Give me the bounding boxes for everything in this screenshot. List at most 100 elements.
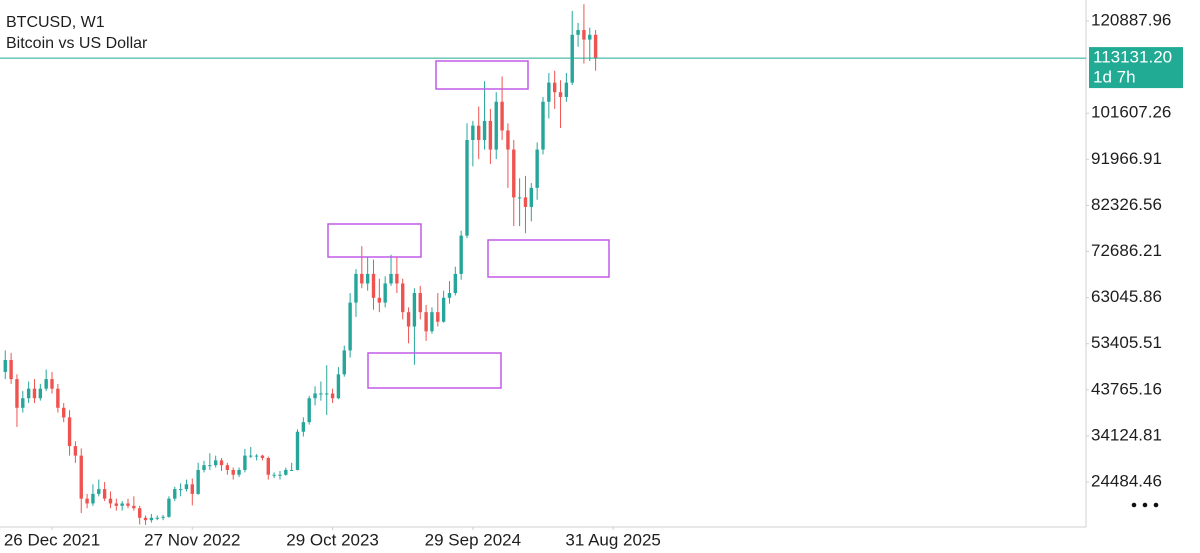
candle-body	[190, 484, 195, 494]
candle-body	[313, 393, 317, 399]
candle-body	[137, 508, 142, 518]
plot-area	[3, 4, 598, 525]
y-tick-label: 72686.21	[1091, 241, 1162, 260]
candle-body	[354, 273, 358, 303]
candle-body	[161, 516, 165, 518]
candle-body	[453, 273, 458, 294]
candle-body	[243, 455, 247, 470]
candle-body	[523, 197, 528, 207]
candle-body	[389, 273, 393, 284]
menu-dot	[1131, 502, 1137, 508]
annotation-boxes	[327, 60, 610, 389]
candle-body	[541, 101, 545, 150]
candle-body	[254, 455, 259, 457]
candle-body	[231, 469, 235, 475]
candle-body	[430, 312, 434, 332]
candle-body	[50, 379, 54, 389]
candle-body	[278, 474, 282, 476]
candle-body	[202, 465, 206, 470]
x-tick-label: 29 Oct 2023	[286, 530, 379, 549]
candle-body	[32, 388, 37, 399]
candle-body	[225, 465, 230, 470]
candle-body	[301, 422, 306, 432]
y-tick-label: 34124.81	[1091, 425, 1162, 444]
candle-body	[529, 187, 534, 207]
candle-body	[488, 120, 493, 150]
candle-body	[97, 489, 101, 494]
candle-body	[377, 297, 382, 303]
candle-body	[120, 503, 124, 506]
menu-dot	[1153, 502, 1159, 508]
candle-body	[576, 30, 580, 35]
y-tick-label: 43765.16	[1091, 379, 1162, 398]
candle-body	[558, 92, 563, 97]
candle-body	[15, 379, 19, 408]
candle-body	[418, 293, 422, 313]
candle-body	[383, 283, 387, 303]
candle-body	[289, 469, 294, 471]
candle-body	[588, 34, 592, 40]
candle-body	[552, 82, 557, 93]
candle-body	[365, 273, 370, 284]
candle-body	[494, 101, 498, 150]
candle-body	[593, 34, 598, 59]
candle-body	[213, 460, 218, 466]
candle-body	[295, 431, 300, 470]
candle-body	[570, 34, 574, 83]
candle-body	[108, 498, 113, 504]
candle-body	[85, 498, 89, 504]
candle-body	[336, 374, 341, 399]
candle-body	[342, 350, 346, 375]
candle-body	[38, 388, 43, 399]
candle-body	[79, 455, 83, 499]
annotation-box	[487, 239, 610, 278]
candle-body	[482, 120, 487, 141]
candle-body	[155, 517, 159, 519]
candle-body	[249, 455, 253, 457]
candle-body	[307, 398, 311, 423]
candle-body	[325, 393, 329, 395]
candle-body	[102, 489, 107, 499]
candle-body	[219, 460, 224, 466]
candle-body	[535, 149, 539, 188]
candle-body	[436, 312, 440, 322]
candle-body	[348, 302, 352, 351]
y-tick-label: 120887.96	[1091, 10, 1171, 29]
candle-body	[44, 379, 48, 389]
candle-body	[21, 398, 25, 408]
candle-body	[330, 393, 335, 399]
candle-body	[506, 130, 510, 150]
candle-body	[167, 498, 171, 517]
candle-body	[114, 503, 119, 506]
y-tick-label: 91966.91	[1091, 149, 1162, 168]
candle-body	[149, 517, 154, 521]
candle-body	[62, 407, 66, 418]
candle-body	[465, 140, 469, 236]
candle-body	[500, 101, 504, 131]
current-price-label: 113131.20	[1093, 48, 1172, 67]
candle-body	[477, 125, 481, 141]
y-tick-label: 53405.51	[1091, 333, 1162, 352]
candle-body	[459, 235, 463, 274]
y-tick-label: 24484.46	[1091, 471, 1162, 490]
x-tick-label: 31 Aug 2025	[565, 530, 660, 549]
candle-body	[447, 293, 452, 298]
candle-body	[91, 493, 95, 504]
x-tick-label: 29 Sep 2024	[425, 530, 521, 549]
candle-body	[266, 458, 270, 475]
candle-body	[517, 197, 522, 199]
candle-body	[512, 149, 516, 198]
candle-body	[73, 446, 78, 456]
y-tick-label: 63045.86	[1091, 287, 1162, 306]
annotation-box	[435, 60, 529, 90]
candle-body	[208, 465, 212, 467]
candle-body	[178, 489, 183, 491]
candle-body	[360, 273, 364, 284]
candle-body	[412, 293, 417, 327]
candle-body	[371, 273, 376, 298]
more-menu[interactable]	[1131, 502, 1159, 508]
candle-body	[284, 469, 288, 475]
candle-body	[406, 312, 411, 327]
